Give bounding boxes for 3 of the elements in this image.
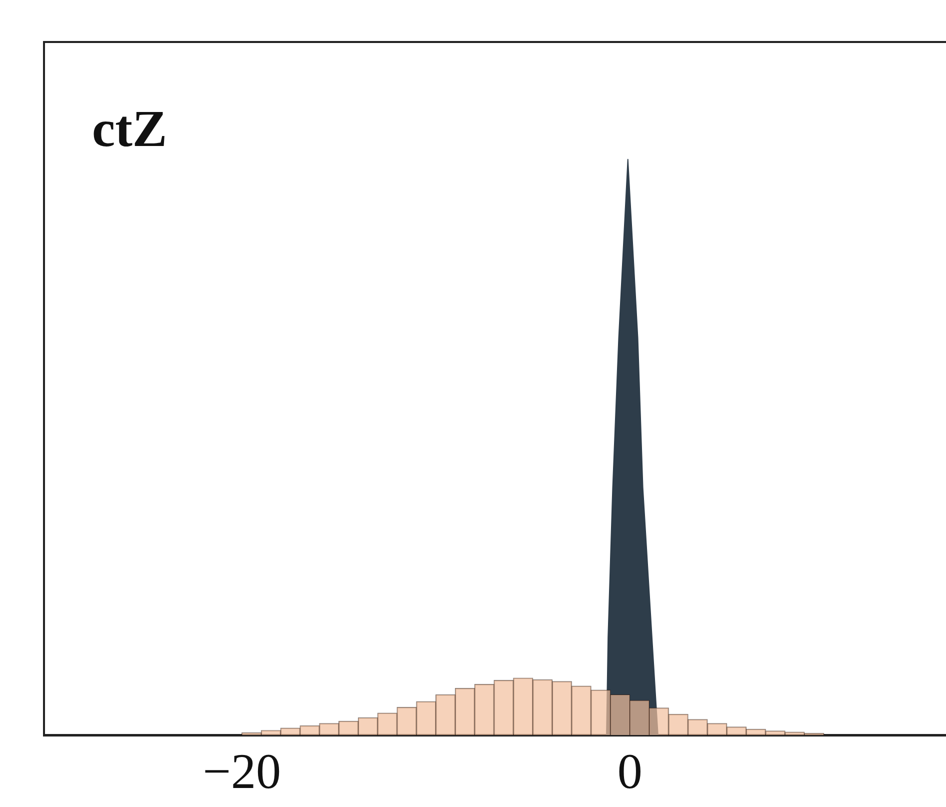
x-tick-label: 0 [617,743,642,800]
chart-title: ctZ [92,100,168,159]
x-tick-label: −20 [202,743,281,800]
